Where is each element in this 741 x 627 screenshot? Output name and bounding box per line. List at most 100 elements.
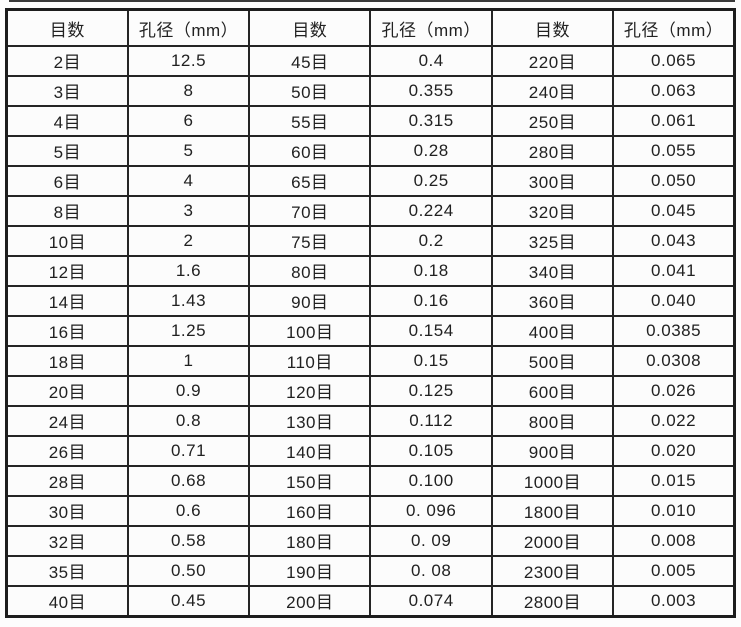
aperture-cell: 0.065 [612, 45, 736, 77]
table-body: 2目 12.5 45目 0.4 220目 0.065 3目 8 50目 0.355 240目 0.06… [5, 45, 736, 618]
aperture-cell: 4 [126, 164, 251, 197]
aperture-cell: 1 [126, 344, 251, 377]
mesh-count-cell: 300目 [490, 164, 615, 197]
mesh-count-cell: 2目 [5, 45, 129, 77]
aperture-cell: 3 [126, 194, 251, 227]
aperture-cell: 0.040 [612, 284, 736, 317]
aperture-cell: 0.58 [126, 524, 251, 557]
table-row: 3目 8 50目 0.355 240目 0.063 [5, 74, 736, 107]
mesh-count-cell: 28目 [5, 464, 129, 497]
aperture-cell: 0.003 [612, 584, 736, 618]
aperture-cell: 0.16 [369, 284, 493, 317]
mesh-count-cell: 900目 [490, 434, 615, 467]
mesh-count-cell: 600目 [490, 374, 615, 407]
mesh-count-cell: 200目 [248, 584, 372, 618]
aperture-cell: 0.125 [369, 374, 493, 407]
aperture-cell: 1.43 [126, 284, 251, 317]
table-row: 14目 1.43 90目 0.16 360目 0.040 [5, 284, 736, 317]
mesh-count-cell: 110目 [248, 344, 372, 377]
mesh-count-cell: 360目 [490, 284, 615, 317]
mesh-count-cell: 90目 [248, 284, 372, 317]
mesh-count-cell: 240目 [490, 74, 615, 107]
aperture-cell: 0.015 [612, 464, 736, 497]
aperture-cell: 0.022 [612, 404, 736, 437]
mesh-count-cell: 4目 [5, 104, 129, 137]
mesh-count-cell: 70目 [248, 194, 372, 227]
mesh-count-cell: 10目 [5, 224, 129, 257]
mesh-count-cell: 1800目 [490, 494, 615, 527]
header-mesh-count-1: 目数 [5, 8, 129, 47]
aperture-cell: 5 [126, 134, 251, 167]
aperture-cell: 0.063 [612, 74, 736, 107]
aperture-cell: 2 [126, 224, 251, 257]
table-row: 6目 4 65目 0.25 300目 0.050 [5, 164, 736, 197]
aperture-cell: 0.112 [369, 404, 493, 437]
mesh-count-cell: 26目 [5, 434, 129, 467]
mesh-count-cell: 500目 [490, 344, 615, 377]
table-row: 32目 0.58 180目 0. 09 2000目 0.008 [5, 524, 736, 557]
mesh-count-cell: 75目 [248, 224, 372, 257]
aperture-cell: 0.355 [369, 74, 493, 107]
mesh-count-cell: 320目 [490, 194, 615, 227]
header-mesh-count-3: 目数 [490, 8, 615, 47]
mesh-count-cell: 220目 [490, 45, 615, 77]
aperture-cell: 0.074 [369, 584, 493, 618]
aperture-cell: 0.041 [612, 254, 736, 287]
aperture-cell: 0.45 [126, 584, 251, 618]
aperture-cell: 0. 09 [369, 524, 493, 557]
mesh-count-cell: 340目 [490, 254, 615, 287]
mesh-count-cell: 40目 [5, 584, 129, 618]
aperture-cell: 0.68 [126, 464, 251, 497]
table-row: 8目 3 70目 0.224 320目 0.045 [5, 194, 736, 227]
mesh-count-cell: 24目 [5, 404, 129, 437]
table-row: 24目 0.8 130目 0.112 800目 0.022 [5, 404, 736, 437]
mesh-count-cell: 130目 [248, 404, 372, 437]
aperture-cell: 0.18 [369, 254, 493, 287]
header-row: 目数 孔径（mm） 目数 孔径（mm） 目数 孔径（mm） [5, 8, 736, 47]
table-row: 20目 0.9 120目 0.125 600目 0.026 [5, 374, 736, 407]
mesh-count-cell: 35目 [5, 554, 129, 587]
aperture-cell: 0. 096 [369, 494, 493, 527]
aperture-cell: 0.154 [369, 314, 493, 347]
aperture-cell: 0.055 [612, 134, 736, 167]
mesh-count-cell: 60目 [248, 134, 372, 167]
table-row: 30目 0.6 160目 0. 096 1800目 0.010 [5, 494, 736, 527]
mesh-count-cell: 280目 [490, 134, 615, 167]
mesh-count-cell: 190目 [248, 554, 372, 587]
mesh-count-cell: 12目 [5, 254, 129, 287]
aperture-cell: 0.0308 [612, 344, 736, 377]
aperture-cell: 0.15 [369, 344, 493, 377]
aperture-cell: 6 [126, 104, 251, 137]
mesh-count-cell: 140目 [248, 434, 372, 467]
aperture-cell: 0.71 [126, 434, 251, 467]
mesh-count-cell: 100目 [248, 314, 372, 347]
mesh-count-cell: 2800目 [490, 584, 615, 618]
aperture-cell: 12.5 [126, 45, 251, 77]
aperture-cell: 0.105 [369, 434, 493, 467]
aperture-cell: 0.50 [126, 554, 251, 587]
mesh-count-cell: 32目 [5, 524, 129, 557]
aperture-cell: 0.008 [612, 524, 736, 557]
aperture-cell: 0. 08 [369, 554, 493, 587]
mesh-count-cell: 14目 [5, 284, 129, 317]
mesh-count-cell: 150目 [248, 464, 372, 497]
header-aperture-2: 孔径（mm） [369, 8, 493, 47]
mesh-count-cell: 45目 [248, 45, 372, 77]
aperture-cell: 0.045 [612, 194, 736, 227]
mesh-count-cell: 2300目 [490, 554, 615, 587]
aperture-cell: 1.25 [126, 314, 251, 347]
table-row: 12目 1.6 80目 0.18 340目 0.041 [5, 254, 736, 287]
mesh-count-cell: 50目 [248, 74, 372, 107]
aperture-cell: 0.010 [612, 494, 736, 527]
mesh-count-cell: 16目 [5, 314, 129, 347]
table-row: 35目 0.50 190目 0. 08 2300目 0.005 [5, 554, 736, 587]
mesh-count-cell: 30目 [5, 494, 129, 527]
table-row: 2目 12.5 45目 0.4 220目 0.065 [5, 45, 736, 77]
aperture-cell: 0.020 [612, 434, 736, 467]
header-aperture-1: 孔径（mm） [126, 8, 251, 47]
mesh-count-cell: 80目 [248, 254, 372, 287]
mesh-count-cell: 18目 [5, 344, 129, 377]
mesh-count-cell: 400目 [490, 314, 615, 347]
